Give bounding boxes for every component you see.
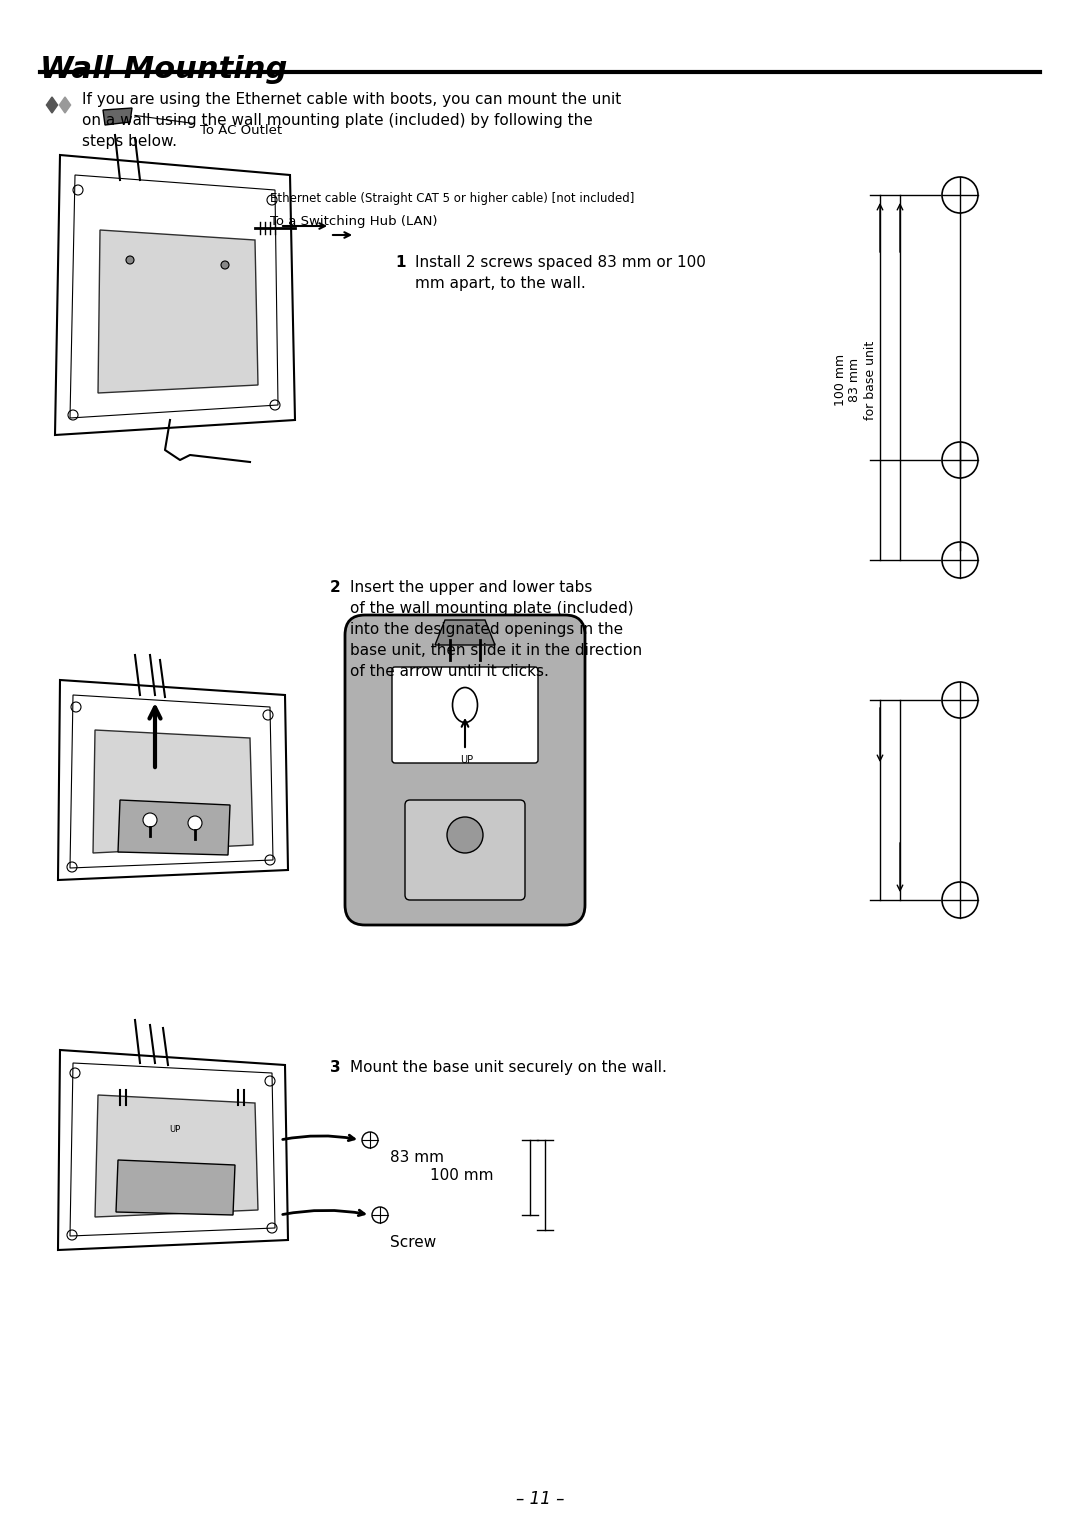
Polygon shape — [95, 1095, 258, 1217]
Text: UP: UP — [170, 1125, 180, 1135]
Circle shape — [447, 816, 483, 853]
Polygon shape — [103, 109, 132, 125]
Text: 1: 1 — [395, 255, 405, 271]
Text: 100 mm: 100 mm — [834, 353, 847, 407]
Polygon shape — [118, 800, 230, 855]
Polygon shape — [46, 96, 57, 113]
Text: Wall Mounting: Wall Mounting — [40, 55, 287, 84]
Text: 3: 3 — [330, 1060, 340, 1075]
Text: 100 mm: 100 mm — [430, 1168, 494, 1182]
Circle shape — [143, 813, 157, 827]
Polygon shape — [59, 96, 70, 113]
Text: If you are using the Ethernet cable with boots, you can mount the unit
on a wall: If you are using the Ethernet cable with… — [82, 92, 621, 148]
Text: Mount the base unit securely on the wall.: Mount the base unit securely on the wall… — [350, 1060, 666, 1075]
Text: To AC Outlet: To AC Outlet — [135, 115, 282, 136]
Text: 83 mm: 83 mm — [849, 358, 862, 402]
Polygon shape — [116, 1161, 235, 1216]
Text: for base unit: for base unit — [864, 341, 877, 419]
Text: UP: UP — [460, 755, 473, 764]
Text: 2: 2 — [330, 579, 341, 595]
Circle shape — [188, 816, 202, 830]
Text: Install 2 screws spaced 83 mm or 100
mm apart, to the wall.: Install 2 screws spaced 83 mm or 100 mm … — [415, 255, 706, 291]
Text: Ethernet cable (Straight CAT 5 or higher cable) [not included]: Ethernet cable (Straight CAT 5 or higher… — [270, 193, 634, 205]
Text: 83 mm: 83 mm — [390, 1150, 444, 1165]
Text: To a Switching Hub (LAN): To a Switching Hub (LAN) — [270, 216, 437, 228]
Polygon shape — [435, 619, 495, 645]
Circle shape — [221, 261, 229, 269]
Text: Screw: Screw — [390, 1235, 436, 1251]
Polygon shape — [98, 229, 258, 393]
FancyBboxPatch shape — [392, 667, 538, 763]
Text: Insert the upper and lower tabs
of the wall mounting plate (included)
into the d: Insert the upper and lower tabs of the w… — [350, 579, 643, 679]
Circle shape — [126, 255, 134, 265]
Polygon shape — [93, 729, 253, 853]
FancyBboxPatch shape — [345, 615, 585, 925]
Text: – 11 –: – 11 – — [516, 1489, 564, 1508]
FancyBboxPatch shape — [405, 800, 525, 901]
